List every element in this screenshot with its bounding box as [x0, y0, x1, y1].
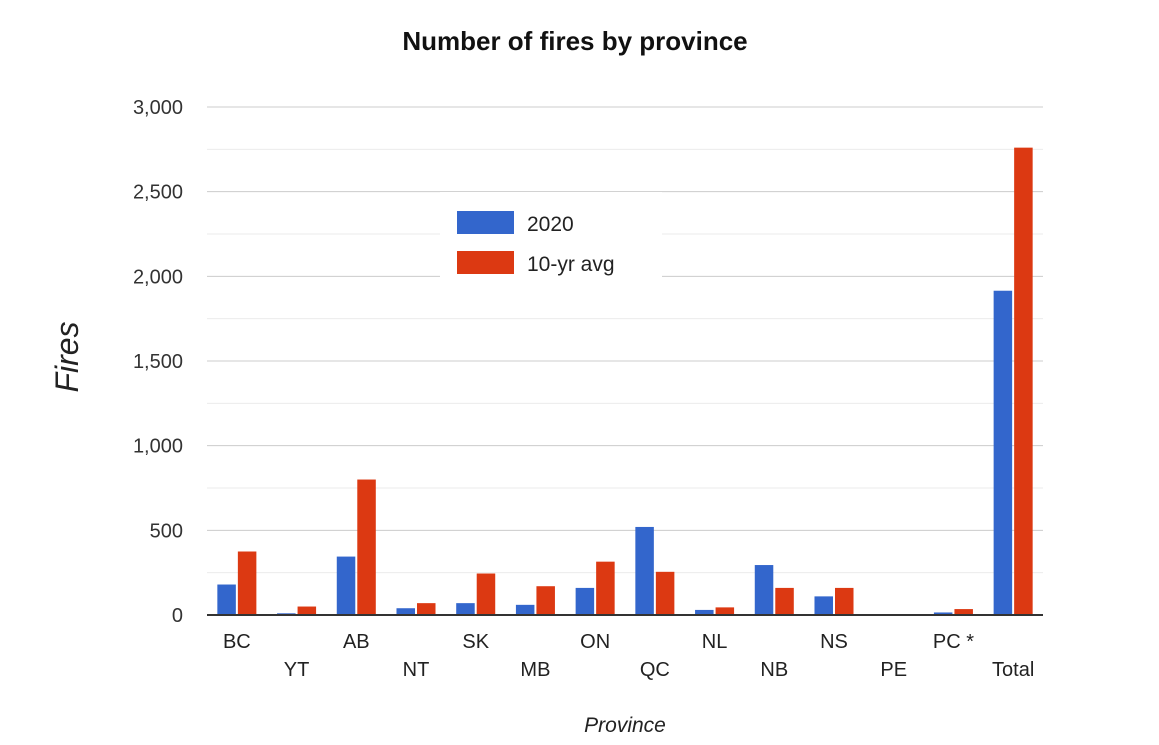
y-tick-label: 1,500 — [133, 351, 183, 373]
x-tick-label: ON — [580, 631, 610, 653]
x-tick-label: QC — [640, 659, 670, 681]
y-tick-label: 1,000 — [133, 436, 183, 458]
legend-swatch-10yr-avg — [457, 251, 514, 274]
bar-2020-nl — [695, 609, 714, 615]
bar-2020-qc — [635, 526, 654, 615]
bar-10yr-avg-on — [596, 561, 615, 615]
bar-2020-nb — [754, 565, 774, 615]
bar-2020-nt — [396, 608, 415, 615]
legend: 2020 10-yr avg — [440, 192, 662, 292]
x-tick-label: PE — [880, 659, 907, 681]
bar-10yr-avg-ab — [357, 479, 376, 615]
legend-label-2020: 2020 — [527, 213, 574, 236]
legend-label-10yr-avg: 10-yr avg — [527, 253, 615, 276]
bar-10yr-avg-ns — [835, 587, 854, 615]
bar-10yr-avg-qc — [655, 571, 675, 615]
chart-title: Number of fires by province — [402, 26, 747, 56]
bar-10yr-avg-mb — [536, 586, 555, 615]
x-tick-label: SK — [462, 631, 489, 653]
y-tick-label: 2,500 — [133, 182, 183, 204]
bar-2020-pc — [933, 612, 953, 615]
bar-2020-sk — [456, 603, 475, 615]
y-tick-label: 2,000 — [133, 266, 183, 288]
bar-10yr-avg-nb — [775, 587, 794, 615]
x-tick-label: AB — [343, 631, 370, 653]
x-tick-label: NS — [820, 631, 848, 653]
x-axis-label: Province — [584, 714, 666, 737]
bar-10yr-avg-pc — [954, 609, 973, 615]
x-tick-label: NT — [403, 659, 430, 681]
bars — [217, 147, 1033, 615]
x-tick-label: Total — [992, 659, 1034, 681]
bar-10yr-avg-total — [1014, 147, 1033, 615]
bar-10yr-avg-sk — [476, 573, 496, 615]
bar-10yr-avg-nt — [417, 603, 436, 615]
x-tick-label: NB — [760, 659, 788, 681]
bar-2020-total — [993, 290, 1013, 615]
bar-2020-ns — [814, 596, 833, 615]
bar-10yr-avg-nl — [715, 607, 735, 615]
y-tick-label: 500 — [150, 520, 183, 542]
x-tick-label: NL — [702, 631, 728, 653]
bar-10yr-avg-bc — [237, 551, 257, 615]
y-tick-label: 3,000 — [133, 97, 183, 119]
legend-background — [440, 192, 662, 292]
gridlines — [207, 106, 1043, 574]
x-tick-label: MB — [520, 659, 550, 681]
legend-swatch-2020 — [457, 211, 514, 234]
bar-10yr-avg-yt — [297, 606, 317, 615]
x-tick-label: YT — [284, 659, 310, 681]
bar-2020-ab — [336, 556, 356, 615]
bar-2020-mb — [515, 604, 535, 615]
bar-2020-on — [575, 587, 595, 615]
y-axis-label: Fires — [49, 321, 85, 392]
x-axis-categories: BC YT AB NT SK MB ON QC NL NB NS PE PC * Total — [223, 631, 1034, 681]
x-tick-label: BC — [223, 631, 251, 653]
bar-2020-bc — [217, 584, 236, 615]
x-tick-label: PC * — [933, 631, 974, 653]
y-tick-label: 0 — [172, 605, 183, 627]
y-axis-ticks: 0 500 1,000 1,500 2,000 2,500 3,000 — [133, 97, 183, 627]
